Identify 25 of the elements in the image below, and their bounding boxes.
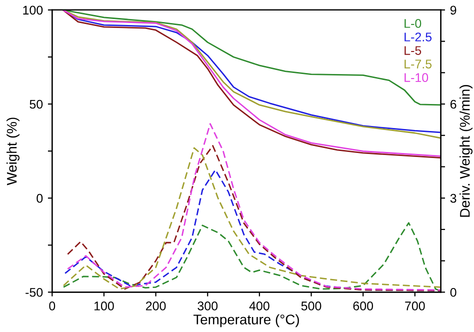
y2-tick-label: 6 <box>450 100 456 109</box>
text: L-10 <box>404 73 428 82</box>
text: L-7.5 <box>404 60 432 68</box>
x-tick-label: 300 <box>198 302 218 310</box>
y2-axis-title: Deriv. Weight (%/min) <box>460 85 473 217</box>
x-tick-label: 500 <box>301 302 322 310</box>
text: L-0 <box>404 19 422 28</box>
x-tick-label: 400 <box>249 302 270 310</box>
x-axis-title: Temperature (°C) <box>193 314 299 328</box>
y2-tick-label: 9 <box>450 6 456 15</box>
y-tick-label: 100 <box>23 6 43 15</box>
x-tick-label: 600 <box>353 302 374 310</box>
text: L-5 <box>404 46 422 55</box>
y-tick-label: 50 <box>30 100 43 109</box>
x-tick-label: 100 <box>94 302 114 310</box>
y-axis-title: Weight (%) <box>6 118 20 186</box>
text: L-2.5 <box>404 32 432 42</box>
x-tick-label: 0 <box>49 302 56 310</box>
y2-tick-label: 3 <box>450 194 456 203</box>
y2-tick-label: 0 <box>450 288 456 297</box>
line-series <box>62 222 441 292</box>
x-tick-label: 200 <box>146 302 166 310</box>
y-tick-label: -50 <box>26 288 43 297</box>
y-tick-label: 0 <box>36 194 43 203</box>
x-tick-label: 700 <box>405 302 425 310</box>
